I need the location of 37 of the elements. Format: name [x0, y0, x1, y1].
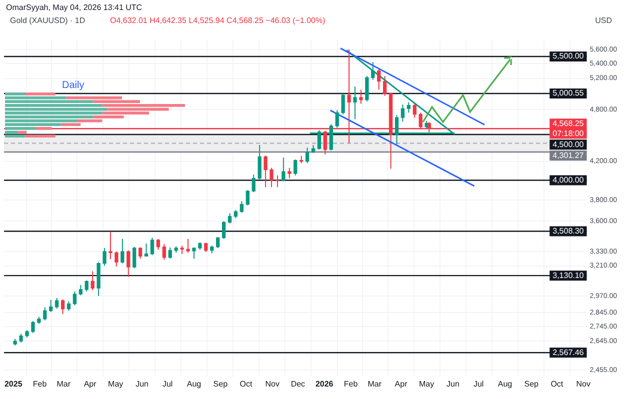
- ref-line-label: 3,130.10: [552, 270, 584, 280]
- x-tick-label: Sep: [524, 379, 540, 388]
- ref-line-label: 4,301.27: [552, 150, 584, 160]
- x-tick-label: May: [419, 379, 434, 388]
- x-tick-label: Jun: [136, 379, 148, 388]
- x-tick-label: Apr: [394, 379, 408, 388]
- x-tick-label: Nov: [265, 379, 280, 388]
- x-tick-label: Nov: [576, 379, 590, 388]
- x-tick-label: Apr: [84, 379, 97, 388]
- x-tick-label: Mar: [368, 379, 382, 388]
- chart-title: Gold (XAUUSD) · 1D: [10, 16, 86, 25]
- x-tick-label: 2025: [4, 379, 23, 388]
- x-tick-label: Oct: [240, 379, 253, 388]
- x-tick-label: Mar: [56, 379, 71, 388]
- ref-line-label: 3,508.30: [552, 226, 584, 236]
- ref-line-label: 5,000.55: [552, 88, 584, 98]
- text: OmarSyyah, May 04, 2026 13:41 UTC: [6, 3, 142, 12]
- ref-line-label: 4,500.00: [552, 140, 584, 149]
- x-tick-label: Jul: [473, 379, 484, 388]
- x-tick-label: Aug: [186, 379, 202, 388]
- x-tick-label: Jun: [446, 379, 460, 388]
- x-tick-label: Aug: [498, 379, 512, 388]
- x-tick-label: Oct: [550, 379, 564, 388]
- chart-title: Daily: [62, 80, 84, 91]
- chart-subtitle: O4,632.01 H4,642.35 L4,525.94 C4,568.25 −46.03 (−1.00%): [110, 16, 326, 25]
- x-tick-label: Sep: [213, 379, 228, 388]
- ref-line-label: 2,567.46: [552, 348, 584, 357]
- y-axis-title: USD: [595, 16, 612, 25]
- x-tick-label: May: [108, 379, 124, 388]
- x-tick-label: Dec: [290, 379, 306, 388]
- x-tick-label: Feb: [32, 379, 48, 388]
- ref-line-label: 4,568.25 07:18:00: [552, 118, 584, 138]
- ref-line-label: 5,500.00: [552, 52, 584, 61]
- x-tick-label: 2026: [315, 379, 334, 388]
- ref-line-label: 4,000.00: [552, 175, 584, 184]
- x-tick-label: Jul: [162, 379, 173, 388]
- x-tick-label: Feb: [344, 379, 358, 388]
